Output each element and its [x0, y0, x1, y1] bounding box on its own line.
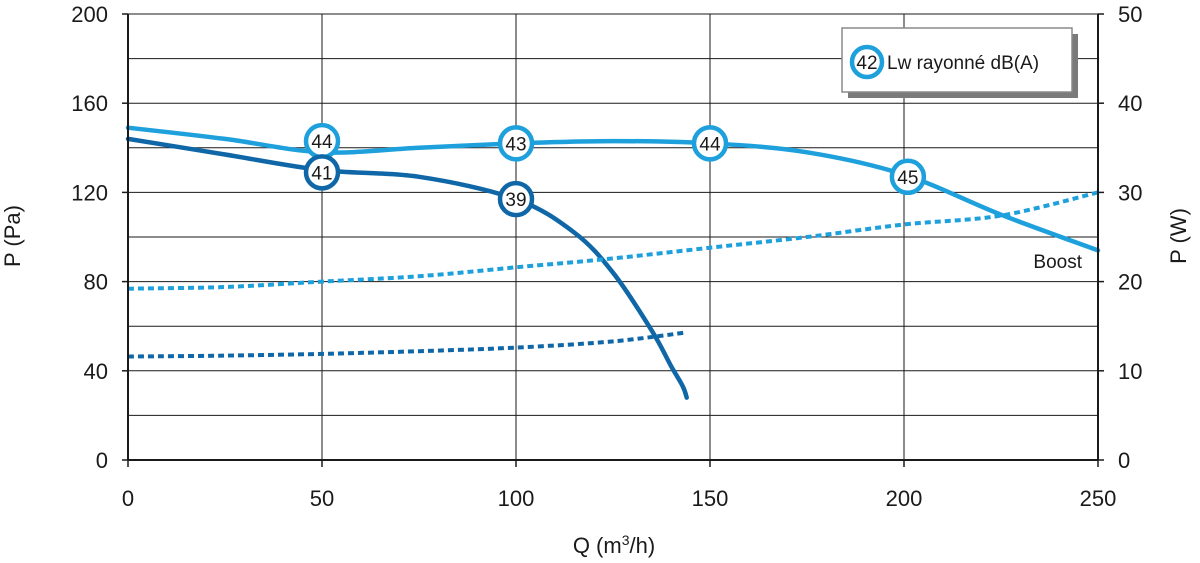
- data-point-label: 39: [505, 190, 526, 211]
- grid-layer: [128, 13, 1099, 460]
- y-tick-label-right: 30: [1118, 180, 1142, 205]
- x-tick-label: 0: [122, 486, 134, 511]
- y-axis-title-left: P (Pa): [0, 205, 25, 267]
- x-tick-label: 50: [310, 486, 334, 511]
- legend-badge-icon: [849, 44, 885, 80]
- x-tick-label: 150: [692, 486, 729, 511]
- data-point-label: 43: [505, 134, 526, 155]
- y-tick-label-right: 50: [1118, 2, 1142, 27]
- y-tick-label-right: 20: [1118, 270, 1142, 295]
- data-point-label: 41: [311, 163, 332, 184]
- legend-badge-value: 42: [856, 53, 877, 74]
- series-line-boost-power: [127, 190, 1099, 291]
- x-tick-label: 200: [886, 486, 923, 511]
- data-point-badge: [691, 125, 729, 162]
- legend: 42 Lw rayonné dB(A): [841, 27, 1078, 98]
- data-point-badge: [889, 158, 927, 196]
- series-line-boost: [125, 125, 1101, 253]
- series-layer: [125, 125, 1101, 400]
- marker-layer: 44 43 44 45 Boost 41 39: [303, 122, 1083, 273]
- data-point-label: 44: [311, 132, 333, 153]
- y-tick-label-left: 0: [96, 448, 108, 473]
- x-axis-title: Q (m3/h): [573, 532, 655, 558]
- data-point-label: 45: [897, 168, 918, 189]
- series-line-standard-power: [127, 330, 687, 359]
- series-label-boost: Boost: [1033, 252, 1082, 273]
- y-tick-label-left: 40: [84, 359, 108, 384]
- x-tick-label: 250: [1080, 486, 1117, 511]
- y-tick-label-right: 40: [1118, 91, 1142, 116]
- y-tick-label-right: 10: [1118, 359, 1142, 384]
- series-line-standard: [125, 136, 689, 400]
- data-point-badge: [303, 154, 341, 191]
- data-point-label: 44: [699, 134, 721, 155]
- y-tick-label-left: 200: [71, 2, 108, 27]
- y-axis-title-right: P (W): [1166, 208, 1191, 264]
- y-tick-label-left: 160: [71, 91, 108, 116]
- y-tick-label-left: 80: [84, 270, 108, 295]
- data-point-badge: [497, 180, 535, 218]
- data-point-badge: [497, 125, 535, 162]
- legend-label: Lw rayonné dB(A): [887, 53, 1039, 74]
- y-tick-label-right: 0: [1118, 448, 1130, 473]
- x-tick-label: 100: [498, 486, 535, 511]
- y-tick-label-left: 120: [71, 180, 108, 205]
